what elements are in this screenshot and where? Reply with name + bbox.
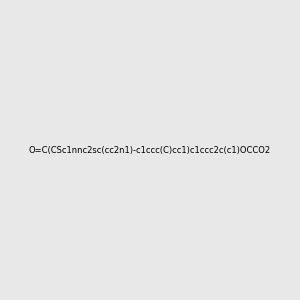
Text: O=C(CSc1nnc2sc(cc2n1)-c1ccc(C)cc1)c1ccc2c(c1)OCCO2: O=C(CSc1nnc2sc(cc2n1)-c1ccc(C)cc1)c1ccc2… xyxy=(29,146,271,154)
